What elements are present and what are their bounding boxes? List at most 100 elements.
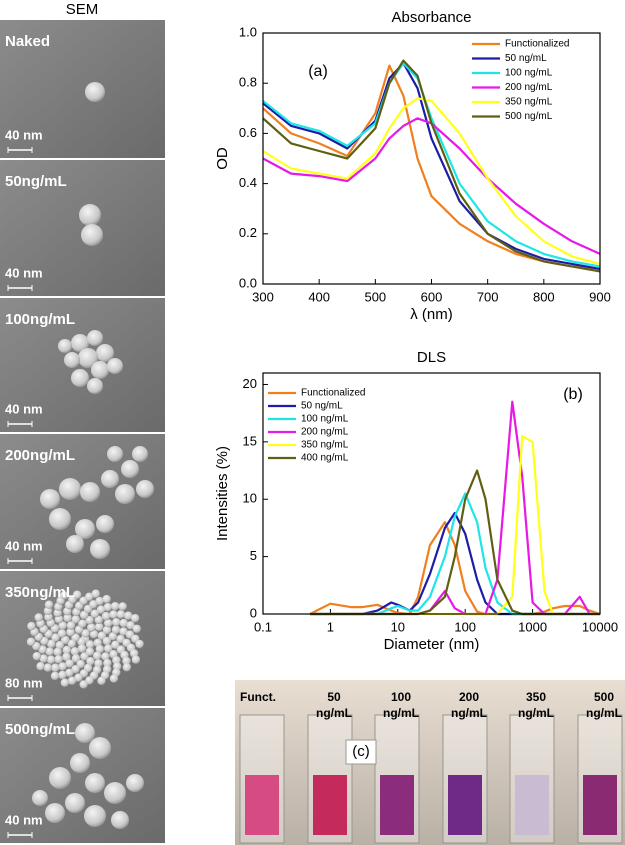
sem-particle [102, 594, 111, 604]
legend-label: 350 ng/mL [301, 440, 349, 451]
y-tick-label: 0.6 [239, 125, 257, 140]
photo-label: ng/mL [586, 706, 622, 720]
sem-particle [131, 655, 141, 664]
sem-particle [65, 668, 74, 677]
sem-particle [61, 635, 70, 645]
sem-particle [122, 656, 131, 666]
sem-label: 350ng/mL [5, 584, 75, 601]
photo-label: 350 [526, 690, 546, 704]
sem-particle [79, 610, 89, 620]
annotation: (b) [563, 386, 583, 403]
sem-particle [77, 644, 87, 653]
sem-particle [58, 670, 67, 680]
sem-scale: 40 nm [5, 127, 43, 142]
sem-particle [101, 611, 111, 621]
sem-scale: 40 nm [5, 401, 43, 416]
sem-particle [89, 600, 98, 609]
sem-scale: 80 nm [5, 675, 43, 690]
sem-particle [85, 82, 105, 102]
sem-particle [101, 652, 110, 661]
annotation-box [345, 739, 377, 765]
sem-particle [64, 352, 80, 368]
sem-particle [57, 629, 67, 638]
sem-particle [45, 803, 65, 823]
sem-particle [59, 478, 81, 500]
series-line [262, 117, 601, 255]
legend-label: 100 ng/mL [301, 414, 349, 425]
sem-particle [97, 676, 106, 685]
sem-particle [71, 633, 80, 642]
series-line [310, 435, 600, 616]
sem-particle [70, 753, 90, 773]
sem-particle [87, 378, 103, 394]
sem-particle [96, 515, 114, 533]
sem-particle [81, 629, 90, 638]
cuvette-liquid [380, 775, 414, 835]
sem-label: Naked [5, 33, 50, 50]
sem-particle [70, 647, 80, 656]
sem-particle [81, 224, 103, 246]
y-tick-label: 0.2 [239, 225, 257, 240]
legend-label: Functionalized [505, 39, 569, 50]
sem-particle [119, 618, 128, 628]
x-tick-label: 600 [421, 289, 443, 304]
sem-particle [126, 621, 135, 630]
sem-particle [112, 656, 121, 665]
sem-particle [109, 674, 119, 683]
y-tick-label: 5 [250, 548, 257, 563]
sem-particle [93, 638, 102, 647]
sem-particle [53, 647, 62, 657]
y-tick-label: 0.0 [239, 275, 257, 290]
sem-particle [101, 470, 119, 488]
photo-label: 500 [594, 690, 614, 704]
sem-particle [95, 596, 104, 606]
sem-particle [86, 656, 95, 666]
sem-particle [67, 639, 76, 648]
legend-label: 50 ng/mL [301, 401, 343, 412]
annotation: (c) [352, 743, 370, 760]
x-tick-label: 1 [327, 619, 334, 634]
sem-particle [132, 446, 148, 462]
plot-frame [262, 372, 601, 615]
x-tick-label: 300 [252, 289, 274, 304]
sem-particle [109, 610, 118, 619]
sem-particle [63, 613, 72, 623]
sem-particle [27, 621, 36, 631]
sem-particle [85, 773, 105, 793]
legend-label: Functionalized [301, 388, 365, 399]
sem-particle [102, 636, 112, 646]
sem-particle [66, 621, 76, 630]
sem-particle [43, 606, 53, 616]
sem-particle [45, 647, 54, 656]
y-tick-label: 10 [243, 491, 257, 506]
sem-particle [34, 613, 43, 622]
sem-particle [91, 361, 109, 379]
sem-particle [97, 631, 107, 640]
sem-particle [111, 811, 129, 829]
sem-particle [85, 647, 95, 656]
sem-particle [84, 592, 94, 602]
sem-particle [26, 637, 36, 646]
sem-particle [126, 774, 144, 792]
sem-particle [112, 617, 121, 627]
y-axis-label: OD [214, 147, 231, 170]
sem-particle [47, 639, 56, 649]
sem-particle [43, 663, 53, 672]
x-tick-label: 900 [589, 289, 611, 304]
sem-particle [116, 634, 125, 644]
cuvette-liquid [245, 775, 279, 835]
sem-particle [116, 610, 126, 619]
sem-particle [87, 330, 103, 346]
legend-label: 500 ng/mL [505, 111, 553, 122]
sem-particle [135, 639, 144, 649]
sem-particle [75, 519, 95, 539]
sem-label: 200ng/mL [5, 447, 75, 464]
sem-particle [115, 484, 135, 504]
legend-label: 200 ng/mL [505, 82, 553, 93]
y-tick-label: 0.4 [239, 175, 257, 190]
legend-label: 200 ng/mL [301, 427, 349, 438]
sem-particle [80, 652, 89, 661]
sem-particle [65, 793, 85, 813]
sem-particle [96, 344, 114, 362]
